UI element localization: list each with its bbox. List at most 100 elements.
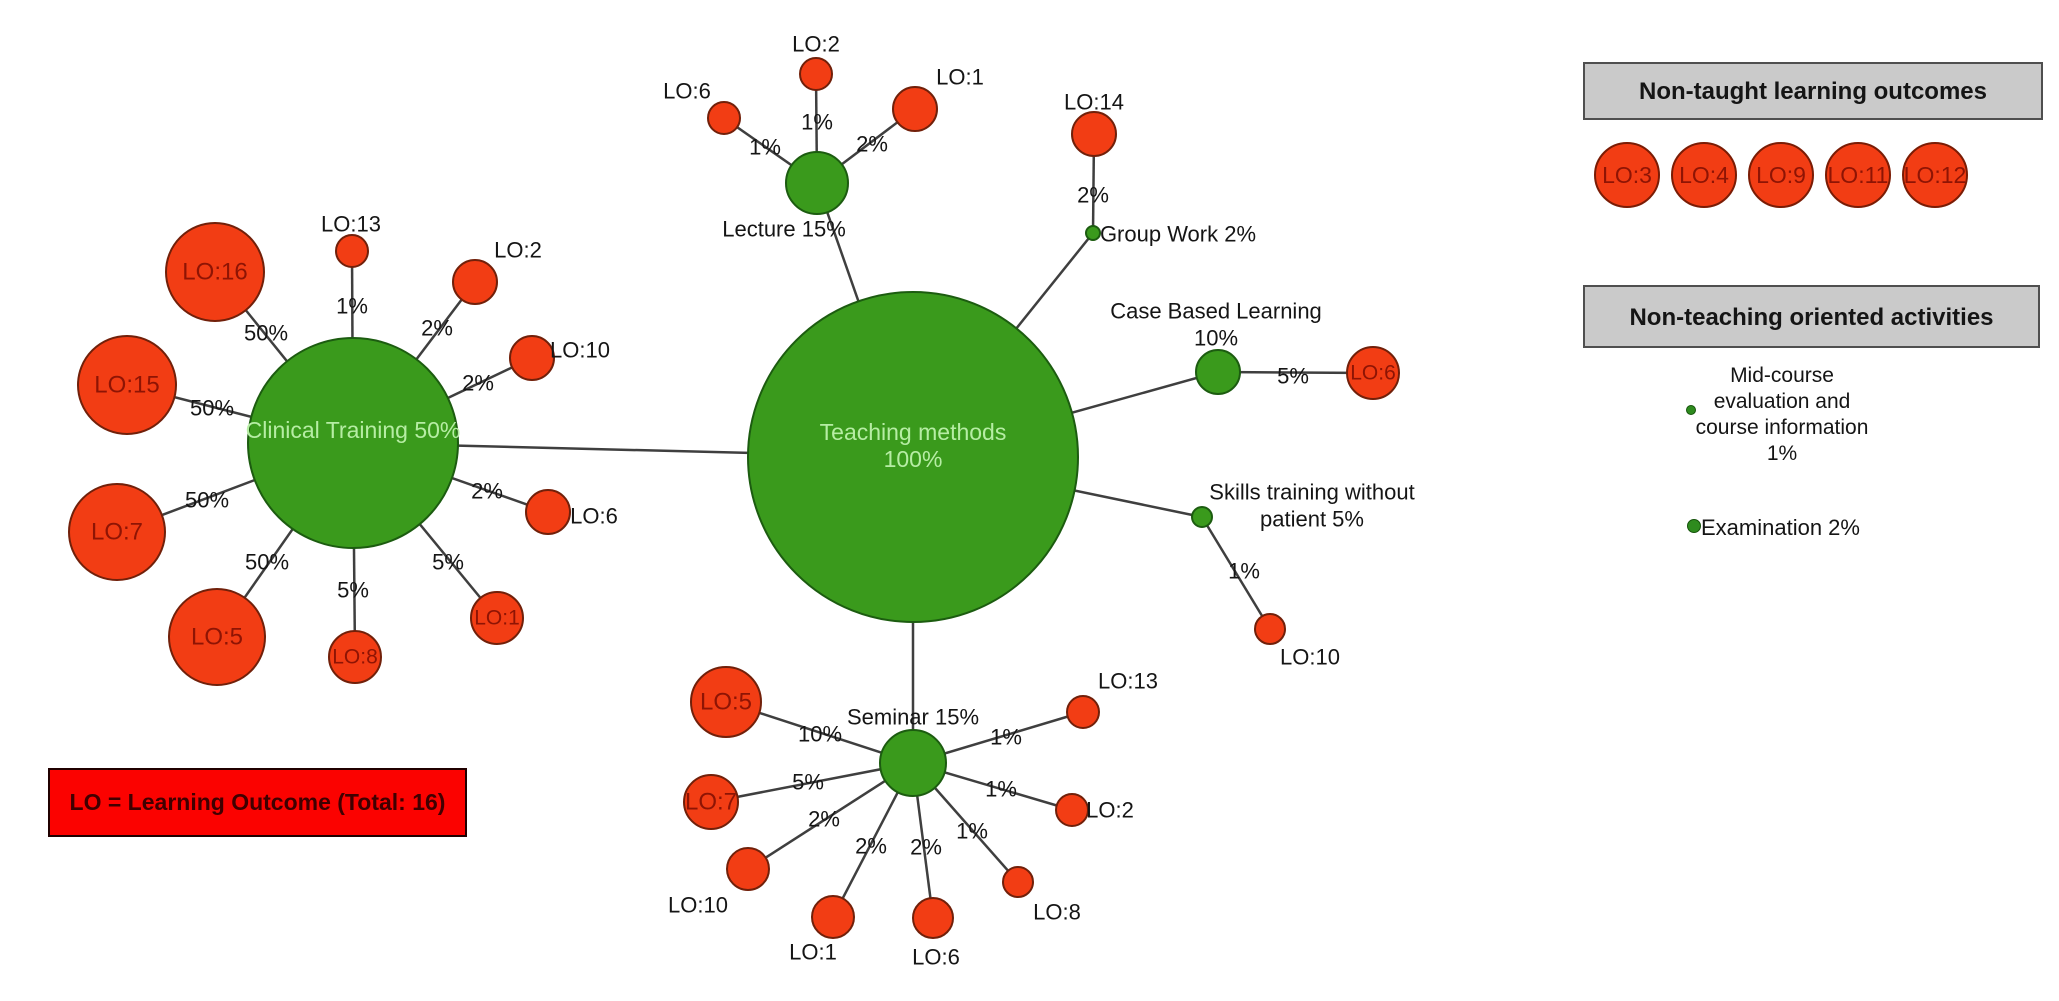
activity-node-group-work bbox=[1085, 225, 1101, 241]
node-label-teaching: 100% bbox=[884, 446, 943, 472]
edge-skills-training-skills-lo10 bbox=[1200, 516, 1272, 630]
outcome-node-seminar-lo8 bbox=[1002, 866, 1034, 898]
node-label-teaching: Teaching methods bbox=[820, 419, 1007, 445]
node-label-lecture-lo2: LO:2 bbox=[792, 32, 840, 57]
legend-outcome-lo4: LO:4 bbox=[1671, 142, 1737, 208]
outcome-node-lecture-lo1 bbox=[892, 86, 938, 132]
edge-label-seminar-seminar-lo1: 2% bbox=[855, 834, 887, 859]
non-taught-outcomes-row: LO:3 LO:4 LO:9 LO:11 LO:12 bbox=[1594, 142, 1968, 208]
edge-label-seminar-seminar-lo8: 1% bbox=[956, 819, 988, 844]
legend-outcome-lo12: LO:12 bbox=[1902, 142, 1968, 208]
node-label-clinical-lo6: LO:6 bbox=[570, 504, 618, 529]
node-label-skills-lo10: LO:10 bbox=[1280, 645, 1340, 670]
outcome-node-seminar-lo2 bbox=[1055, 793, 1089, 827]
examination-label: Examination 2% bbox=[1701, 515, 1860, 540]
edge-label-clinical-clinical-lo10: 2% bbox=[462, 371, 494, 396]
node-label-seminar-lo13: LO:13 bbox=[1098, 669, 1158, 694]
node-label-skills-training: Skills training without bbox=[1209, 480, 1414, 505]
outcome-node-clinical-lo13 bbox=[335, 234, 369, 268]
edge-label-group-work-group-work-lo14: 2% bbox=[1077, 183, 1109, 208]
outcome-node-seminar-lo1 bbox=[811, 895, 855, 939]
edge-label-clinical-clinical-lo16: 50% bbox=[244, 321, 288, 346]
node-label-lecture: Lecture 15% bbox=[722, 217, 846, 242]
outcome-node-seminar-lo10 bbox=[726, 847, 770, 891]
activity-node-lecture bbox=[785, 151, 849, 215]
legend-outcome-lo11: LO:11 bbox=[1825, 142, 1891, 208]
edge-label-seminar-seminar-lo2: 1% bbox=[985, 777, 1017, 802]
activity-node-skills-training bbox=[1191, 506, 1213, 528]
node-label-case-based-learning: Case Based Learning bbox=[1110, 299, 1322, 324]
node-label-seminar-lo1: LO:1 bbox=[789, 940, 837, 965]
outcome-node-seminar-lo13 bbox=[1066, 695, 1100, 729]
outcome-node-clinical-lo5 bbox=[168, 588, 266, 686]
node-label-seminar-lo7: LO:7 bbox=[685, 789, 737, 816]
outcome-node-skills-lo10 bbox=[1254, 613, 1286, 645]
edge-label-case-based-learning-cbl-lo6: 5% bbox=[1277, 364, 1309, 389]
mid-course-dot-icon bbox=[1686, 405, 1696, 415]
outcome-node-seminar-lo6 bbox=[912, 897, 954, 939]
node-label-seminar-lo8: LO:8 bbox=[1033, 900, 1081, 925]
examination-dot-icon bbox=[1687, 519, 1701, 533]
node-label-seminar-lo10: LO:10 bbox=[668, 893, 728, 918]
node-label-cbl-lo6: LO:6 bbox=[1350, 362, 1396, 385]
edge-label-clinical-clinical-lo5: 50% bbox=[245, 550, 289, 575]
edge-label-seminar-seminar-lo13: 1% bbox=[990, 725, 1022, 750]
outcome-node-seminar-lo5 bbox=[690, 666, 762, 738]
outcome-node-clinical-lo16 bbox=[165, 222, 265, 322]
node-label-skills-training: patient 5% bbox=[1260, 507, 1364, 532]
activity-node-case-based-learning bbox=[1195, 349, 1241, 395]
edge-label-clinical-clinical-lo13: 1% bbox=[336, 294, 368, 319]
edge-label-clinical-clinical-lo6: 2% bbox=[471, 479, 503, 504]
edge-label-clinical-clinical-lo2: 2% bbox=[421, 316, 453, 341]
node-label-clinical: Clinical Training 50% bbox=[246, 417, 461, 443]
node-label-clinical-lo13: LO:13 bbox=[321, 212, 381, 237]
outcome-node-clinical-lo6 bbox=[525, 489, 571, 535]
node-label-clinical-lo1: LO:1 bbox=[474, 607, 520, 630]
node-label-clinical-lo7: LO:7 bbox=[91, 519, 143, 546]
lo-abbreviation-note: LO = Learning Outcome (Total: 16) bbox=[48, 768, 467, 837]
outcome-node-seminar-lo7 bbox=[683, 774, 739, 830]
non-teaching-legend-header: Non-teaching oriented activities bbox=[1583, 285, 2040, 348]
edge-label-seminar-seminar-lo6: 2% bbox=[910, 835, 942, 860]
node-label-group-work-lo14: LO:14 bbox=[1064, 90, 1124, 115]
outcome-node-clinical-lo1 bbox=[470, 591, 524, 645]
node-label-seminar-lo6: LO:6 bbox=[912, 945, 960, 970]
edge-label-seminar-seminar-lo5: 10% bbox=[798, 722, 842, 747]
edge-label-lecture-lecture-lo1: 2% bbox=[856, 132, 888, 157]
edge-label-lecture-lecture-lo2: 1% bbox=[801, 110, 833, 135]
node-label-clinical-lo10: LO:10 bbox=[550, 338, 610, 363]
outcome-node-clinical-lo15 bbox=[77, 335, 177, 435]
outcome-node-clinical-lo8 bbox=[328, 630, 382, 684]
edge-label-clinical-clinical-lo1: 5% bbox=[432, 550, 464, 575]
edge-label-seminar-seminar-lo10: 2% bbox=[808, 807, 840, 832]
node-label-seminar-lo2: LO:2 bbox=[1086, 798, 1134, 823]
outcome-node-clinical-lo2 bbox=[452, 259, 498, 305]
node-label-clinical-lo15: LO:15 bbox=[94, 372, 159, 399]
non-taught-legend-title: Non-taught learning outcomes bbox=[1639, 77, 1987, 105]
outcome-node-lecture-lo6 bbox=[707, 101, 741, 135]
edge-label-clinical-clinical-lo7: 50% bbox=[185, 488, 229, 513]
outcome-node-cbl-lo6 bbox=[1346, 346, 1400, 400]
edge-label-skills-training-skills-lo10: 1% bbox=[1228, 559, 1260, 584]
node-label-seminar-lo5: LO:5 bbox=[700, 689, 752, 716]
outcome-node-lecture-lo2 bbox=[799, 57, 833, 91]
mid-course-line: course information bbox=[1695, 416, 1869, 439]
node-label-clinical-lo8: LO:8 bbox=[332, 646, 378, 669]
non-taught-legend-header: Non-taught learning outcomes bbox=[1583, 62, 2043, 120]
activity-node-seminar bbox=[879, 729, 947, 797]
activity-node-clinical bbox=[247, 337, 459, 549]
node-label-clinical-lo16: LO:16 bbox=[182, 259, 247, 286]
edge-label-lecture-lecture-lo6: 1% bbox=[749, 135, 781, 160]
node-label-lecture-lo1: LO:1 bbox=[936, 65, 984, 90]
legend-outcome-lo3: LO:3 bbox=[1594, 142, 1660, 208]
non-teaching-legend-title: Non-teaching oriented activities bbox=[1629, 304, 1994, 332]
activity-node-teaching bbox=[747, 291, 1079, 623]
node-label-case-based-learning: 10% bbox=[1194, 326, 1238, 351]
mid-course-evaluation-label: Mid-course evaluation and course informa… bbox=[1660, 363, 1904, 467]
mid-course-line: evaluation and bbox=[1713, 390, 1851, 413]
node-label-clinical-lo5: LO:5 bbox=[191, 624, 243, 651]
edge-label-seminar-seminar-lo7: 5% bbox=[792, 770, 824, 795]
node-label-clinical-lo2: LO:2 bbox=[494, 238, 542, 263]
